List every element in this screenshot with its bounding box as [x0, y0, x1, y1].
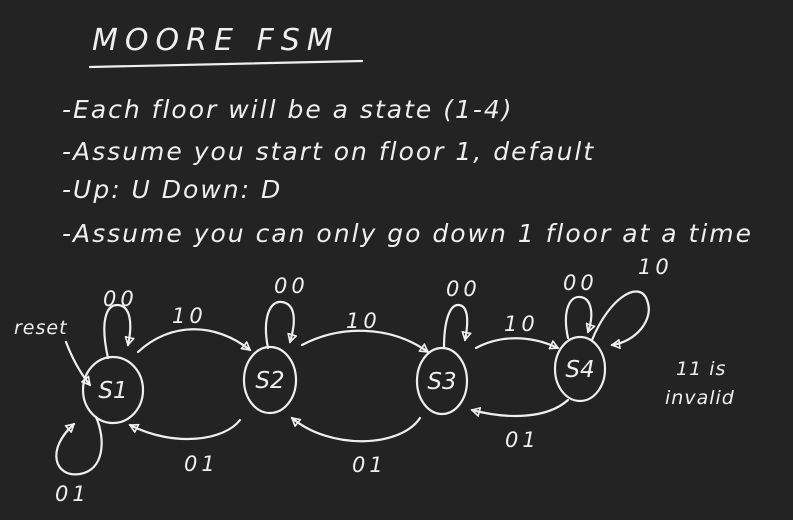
s1-to-s2-label: 10 — [172, 304, 207, 328]
s1-selfloop — [103, 303, 130, 360]
s4-to-s3-arrow — [472, 398, 570, 418]
state-s4-label: S4 — [565, 357, 594, 383]
note-line-3: -Up: U Down: D — [62, 175, 282, 204]
s3-to-s2-arrow — [292, 418, 422, 443]
s2-to-s3-label: 10 — [346, 309, 381, 333]
diagram-title: MOORE FSM — [92, 23, 340, 58]
state-s3: S3 — [415, 346, 469, 416]
note-line-2: -Assume you start on floor 1, default — [62, 137, 595, 166]
s4-selfloop — [564, 295, 591, 340]
state-s1: S1 — [81, 355, 145, 425]
note-line-4: -Assume you can only go down 1 floor at … — [62, 219, 753, 248]
s2-to-s1-arrow — [130, 418, 242, 441]
s1-down-selfloop — [55, 415, 103, 476]
reset-arrow — [64, 340, 92, 385]
s3-selfloop — [442, 303, 467, 350]
invalid-note-line-1: 11 is — [676, 358, 726, 380]
s4-selfloop-label: 00 — [563, 271, 598, 295]
s1-selfloop-label: 00 — [103, 287, 138, 311]
note-line-1: -Each floor will be a state (1-4) — [62, 95, 514, 124]
s2-to-s3-arrow — [300, 329, 428, 354]
s4-up-selfloop-label: 10 — [638, 255, 673, 279]
invalid-note-line-2: invalid — [665, 387, 735, 409]
s2-to-s1-label: 01 — [184, 452, 219, 476]
s3-selfloop-label: 00 — [446, 277, 481, 301]
s4-to-s3-label: 01 — [505, 428, 540, 452]
s4-up-selfloop — [590, 290, 650, 345]
reset-label: reset — [14, 317, 68, 339]
s1-down-selfloop-label: 01 — [55, 482, 90, 506]
s3-to-s2-label: 01 — [352, 453, 387, 477]
s3-to-s4-label: 10 — [504, 312, 539, 336]
s2-selfloop — [264, 300, 294, 350]
state-s4: S4 — [553, 335, 607, 403]
s2-selfloop-label: 00 — [274, 274, 309, 298]
state-s2: S2 — [242, 345, 298, 415]
s1-to-s2-arrow — [136, 328, 250, 354]
title-underline — [88, 59, 364, 69]
s3-to-s4-arrow — [474, 337, 558, 348]
state-s2-label: S2 — [255, 368, 284, 394]
state-s3-label: S3 — [427, 369, 456, 395]
state-s1-label: S1 — [98, 378, 127, 404]
